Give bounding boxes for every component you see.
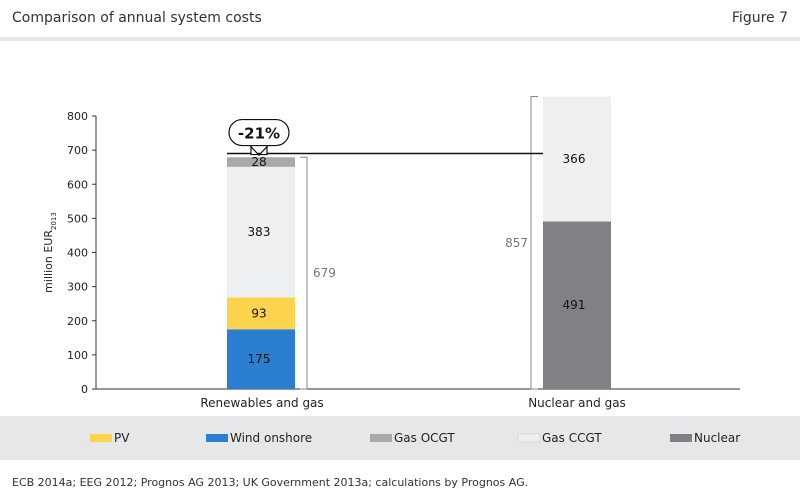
- chart-title: Comparison of annual system costs: [12, 10, 262, 26]
- bar-segment-gas-ccgt: [543, 96, 611, 222]
- total-bracket: [530, 96, 538, 390]
- bar-segment-wind-onshore: [227, 329, 295, 389]
- x-category-label: Nuclear and gas: [528, 396, 626, 410]
- stacked-bar-chart: 0 100 200 300 400 500 600 700 800 million EUR2013…: [0, 41, 800, 445]
- legend-label: Gas OCGT: [394, 431, 455, 445]
- bar-segment-gas-ocgt: [227, 157, 295, 167]
- legend-swatch: [90, 434, 112, 442]
- reduction-badge: [228, 118, 290, 147]
- data-label: 366: [563, 152, 586, 166]
- bar-segment-nuclear: [543, 221, 611, 389]
- x-category-label: Renewables and gas: [200, 396, 323, 410]
- y-tick-label: 500: [67, 212, 88, 225]
- header: Comparison of annual system costs Figure…: [0, 0, 800, 37]
- y-tick-label: 600: [67, 178, 88, 191]
- data-label: 383: [248, 225, 271, 239]
- total-label: 679: [313, 266, 336, 280]
- y-tick-label: 400: [67, 247, 88, 260]
- legend-label: Gas CCGT: [542, 431, 602, 445]
- legend-label: Nuclear: [694, 431, 740, 445]
- legend-label: Wind onshore: [230, 431, 312, 445]
- legend-swatch: [517, 433, 541, 443]
- legend-swatch: [370, 434, 392, 442]
- y-tick-label: 300: [67, 281, 88, 294]
- data-label: 491: [563, 298, 586, 312]
- y-tick-label: 700: [67, 144, 88, 157]
- figure-number: Figure 7: [731, 10, 788, 26]
- legend-label: PV: [114, 431, 130, 445]
- y-tick-label: 0: [81, 383, 88, 396]
- y-tick-label: 800: [67, 110, 88, 123]
- reduction-label: -21%: [238, 125, 280, 143]
- legend-swatch: [206, 434, 228, 442]
- legend-swatch: [670, 434, 692, 442]
- bar-segment-gas-ccgt: [227, 166, 295, 298]
- total-bracket: [300, 156, 308, 390]
- source-note: ECB 2014a; EEG 2012; Prognos AG 2013; UK…: [12, 476, 529, 489]
- data-label: 28: [251, 155, 266, 169]
- plot-panel: [0, 41, 800, 416]
- y-tick-label: 200: [67, 315, 88, 328]
- data-label: 175: [248, 352, 271, 366]
- y-tick-label: 100: [67, 349, 88, 362]
- y-axis-label: million EUR2013: [42, 212, 58, 293]
- data-label: 93: [251, 306, 266, 320]
- footer: ECB 2014a; EEG 2012; Prognos AG 2013; UK…: [0, 460, 800, 504]
- total-label: 857: [505, 236, 528, 250]
- bar-segment-pv: [227, 297, 295, 330]
